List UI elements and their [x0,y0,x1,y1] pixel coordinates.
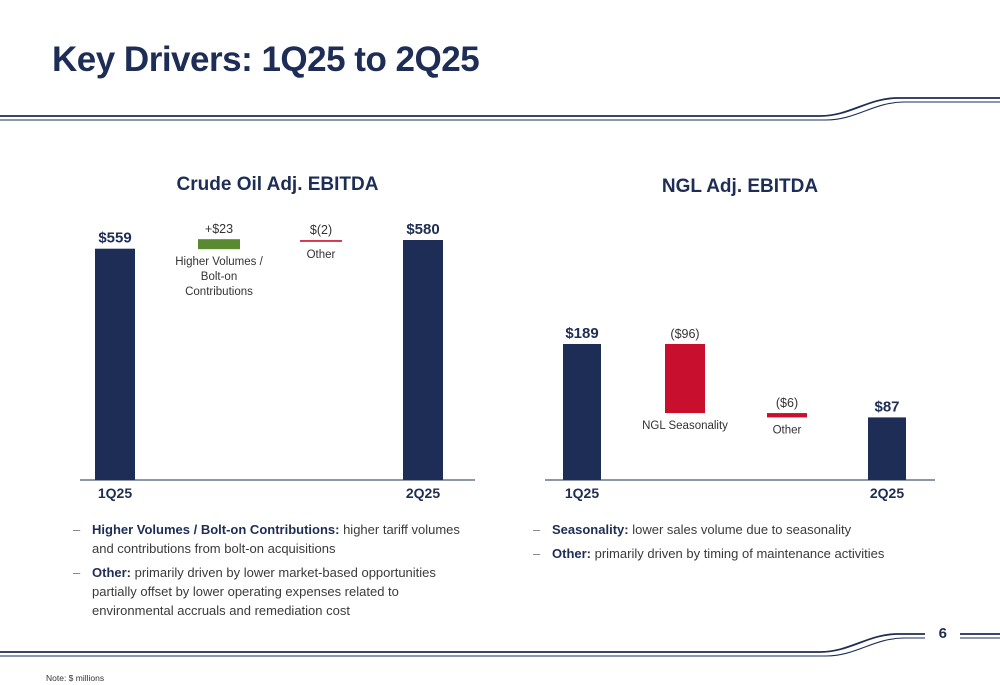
ngl-ebitda-chart: NGL Adj. EBITDA $189 1Q25 ($96) NGL Seasonal… [545,176,935,501]
ngl-note-1: – Seasonality: lower sales volume due to … [533,520,933,539]
crude-caption-2-line-1: Higher Volumes / [175,256,263,268]
crude-note-text: primarily driven by lower market-based o… [92,565,436,618]
crude-caption-3-line-1: Other [307,249,336,261]
crude-bar-1 [95,248,135,480]
crude-value-label-2: +$23 [205,222,233,236]
bullet-dash-icon: – [533,546,541,561]
crude-note-term: Other: [92,565,131,580]
ngl-value-label-3: ($6) [776,396,798,410]
header-divider [0,97,1000,121]
ngl-caption-2-line-1: NGL Seasonality [642,420,728,432]
ngl-commentary: – Seasonality: lower sales volume due to … [533,520,933,568]
crude-note-1: – Higher Volumes / Bolt-on Contributions:… [73,520,473,558]
crude-bar-3 [300,240,342,242]
footer-divider [0,633,1000,657]
crude-value-label-4: $580 [406,221,439,238]
crude-bar-4 [403,240,443,480]
ngl-caption-3-line-1: Other [773,424,802,436]
crude-caption-2-line-2: Bolt-on [201,271,237,283]
crude-chart-title: Crude Oil Adj. EBITDA [177,174,379,195]
crude-value-label-3: $(2) [310,223,332,237]
crude-caption-2-line-3: Contributions [185,286,253,298]
footnote: Note: $ millions [46,673,105,683]
ngl-note-text: primarily driven by timing of maintenanc… [591,546,885,561]
ngl-bar-3 [767,413,807,418]
ngl-note-term: Other: [552,546,591,561]
ngl-bar-2 [665,344,705,414]
crude-oil-ebitda-chart: Crude Oil Adj. EBITDA $559 1Q25 +$23 Higher … [80,174,475,501]
crude-note-text: higher tariff volumes and contributions … [92,522,460,556]
ngl-chart-title: NGL Adj. EBITDA [662,176,819,197]
ngl-bar-1 [563,344,601,480]
ngl-axis-label-1: 1Q25 [565,485,599,501]
crude-oil-commentary: – Higher Volumes / Bolt-on Contributions:… [73,520,473,625]
ngl-bar-4 [868,417,906,480]
ngl-value-label-1: $189 [565,325,598,342]
bullet-dash-icon: – [73,565,81,580]
bullet-dash-icon: – [73,522,81,537]
ngl-note-term: Seasonality: [552,522,629,537]
ngl-axis-label-4: 2Q25 [870,485,904,501]
crude-axis-label-4: 2Q25 [406,485,440,501]
page-number: 6 [938,625,947,642]
bullet-dash-icon: – [533,522,541,537]
page-title: Key Drivers: 1Q25 to 2Q25 [52,40,480,79]
ngl-note-text: lower sales volume due to seasonality [628,522,852,537]
ngl-note-2: – Other: primarily driven by timing of ma… [533,544,933,563]
ngl-value-label-4: $87 [874,398,899,415]
ngl-value-label-2: ($96) [670,327,699,341]
crude-axis-label-1: 1Q25 [98,485,132,501]
crude-note-term: Higher Volumes / Bolt-on Contributions: [92,522,340,537]
crude-note-2: – Other: primarily driven by lower market… [73,563,473,620]
crude-value-label-1: $559 [98,230,131,247]
crude-bar-2 [198,239,240,250]
